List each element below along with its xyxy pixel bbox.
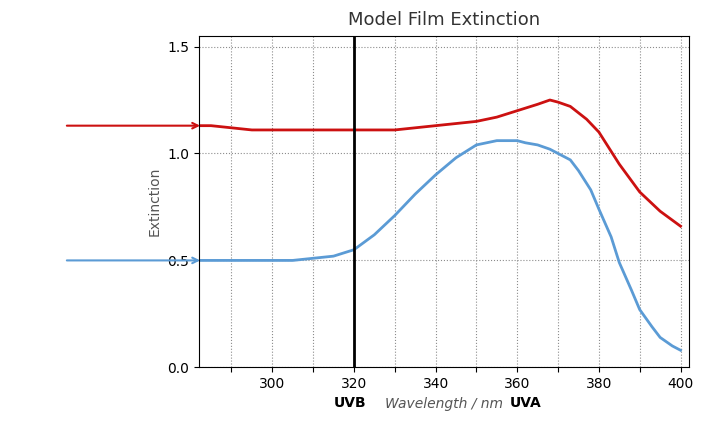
Text: UVA: UVA (510, 396, 541, 410)
Text: UVB: UVB (334, 396, 366, 410)
Title: Model Film Extinction: Model Film Extinction (348, 11, 540, 29)
Y-axis label: Extinction: Extinction (148, 167, 161, 236)
X-axis label: Wavelength / nm: Wavelength / nm (385, 396, 503, 411)
